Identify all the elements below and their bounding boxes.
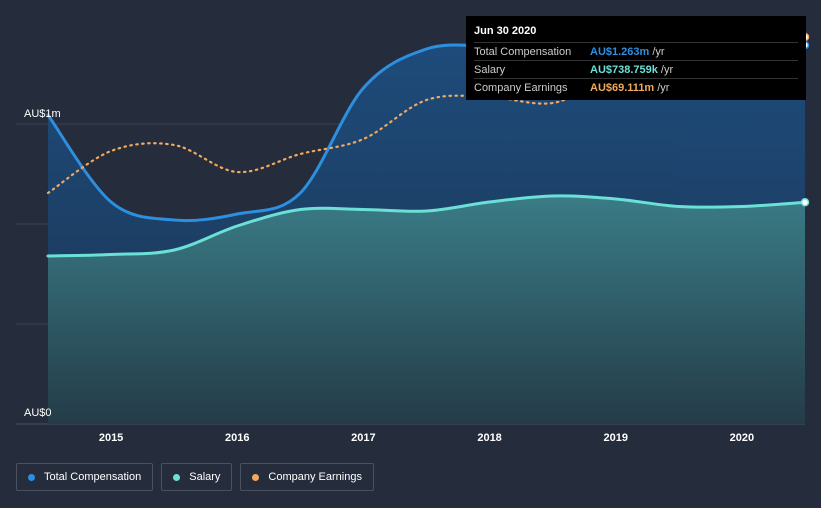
tooltip-label: Company Earnings [474, 81, 568, 94]
legend-item-company-earnings[interactable]: Company Earnings [240, 463, 374, 491]
tooltip-unit: /yr [660, 63, 674, 76]
tooltip-row-salary: Salary AU$738.759k /yr [474, 60, 798, 78]
legend-dot-icon [28, 473, 35, 481]
legend-label: Total Compensation [44, 471, 142, 483]
tooltip-label: Salary [474, 63, 506, 76]
legend-item-salary[interactable]: Salary [161, 463, 233, 491]
tooltip-date: Jun 30 2020 [474, 25, 537, 37]
x-tick-label: 2020 [730, 432, 754, 444]
legend-dot-icon [252, 473, 260, 481]
legend: Total Compensation Salary Company Earnin… [16, 463, 382, 491]
salary-line [46, 194, 807, 258]
legend-item-total-compensation[interactable]: Total Compensation [16, 463, 154, 491]
tooltip: Jun 30 2020 Total Compensation AU$1.263m… [466, 16, 806, 100]
y-axis-bottom-label: AU$0 [24, 407, 52, 419]
salary-area [48, 195, 805, 424]
tooltip-unit: /yr [657, 81, 670, 94]
company-earnings-line [46, 35, 807, 195]
tooltip-label: Total Compensation [474, 45, 572, 58]
legend-label: Salary [189, 471, 221, 483]
x-tick-label: 2017 [351, 432, 375, 444]
legend-label: Company Earnings [268, 471, 362, 483]
x-tick-label: 2016 [225, 432, 249, 444]
tooltip-value: AU$69.111m [590, 81, 655, 94]
tooltip-value: AU$738.759k [590, 63, 658, 76]
x-tick-label: 2015 [99, 432, 123, 444]
tooltip-row-company-earnings: Company Earnings AU$69.111m /yr [474, 78, 798, 96]
y-axis-top-label: AU$1m [24, 108, 61, 120]
legend-dot-icon [173, 473, 181, 481]
tooltip-row-total-compensation: Total Compensation AU$1.263m /yr [474, 42, 798, 60]
x-tick-label: 2018 [477, 432, 501, 444]
salary-end-marker[interactable] [800, 198, 810, 207]
tooltip-unit: /yr [652, 45, 665, 58]
tooltip-value: AU$1.263m [590, 45, 650, 58]
x-tick-label: 2019 [604, 432, 628, 444]
